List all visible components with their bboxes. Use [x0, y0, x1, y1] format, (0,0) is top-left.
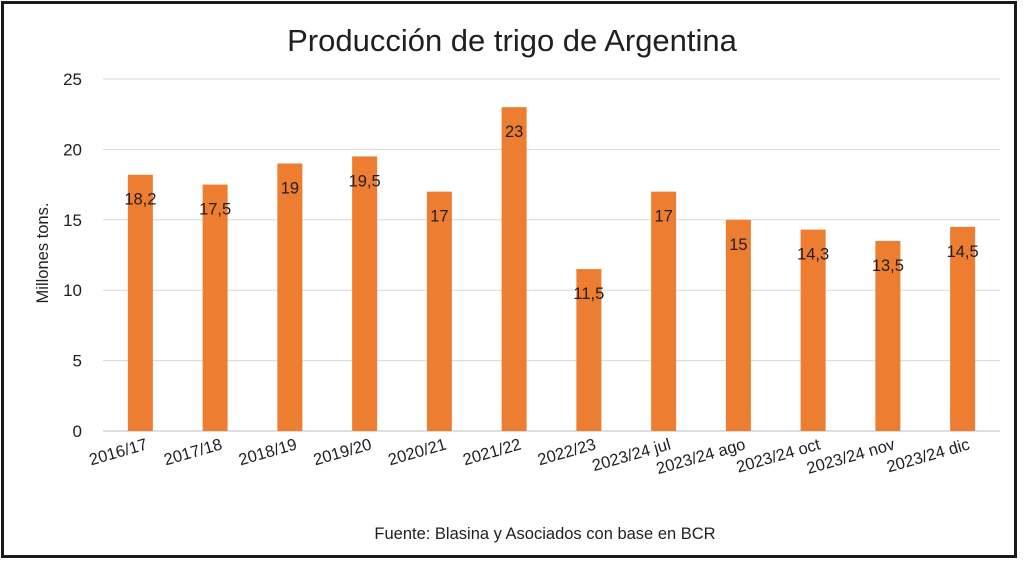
data-label: 17	[654, 208, 672, 226]
y-tick-label: 15	[63, 211, 82, 230]
y-axis-label: Millones tons.	[34, 203, 52, 304]
x-tick-label: 2023/24 dic	[885, 436, 972, 477]
data-label: 19	[281, 179, 299, 197]
bar	[352, 156, 378, 431]
source-note: Fuente: Blasina y Asociados con base en …	[374, 525, 715, 543]
data-label: 23	[505, 123, 523, 141]
x-tick-label: 2016/17	[87, 436, 149, 470]
data-label: 14,3	[797, 246, 829, 264]
bar	[950, 226, 976, 431]
bar	[426, 191, 452, 431]
gridlines	[103, 78, 1000, 432]
bar	[576, 269, 602, 431]
y-axis-ticks: 0 5 10 15 20 25	[63, 70, 82, 441]
y-tick-label: 0	[73, 422, 82, 441]
x-axis-ticks: 2016/17 2017/18 2018/19 2019/20 2020/21 2021/…	[87, 435, 972, 478]
data-label: 15	[729, 236, 747, 254]
bar	[800, 229, 826, 431]
data-label: 17,5	[199, 201, 231, 219]
y-tick-label: 5	[73, 352, 82, 371]
bar	[277, 163, 303, 432]
bar	[202, 184, 228, 431]
data-label: 13,5	[872, 257, 904, 275]
x-tick-label: 2021/22	[461, 436, 523, 470]
data-label: 17	[430, 208, 448, 226]
y-tick-label: 10	[63, 281, 82, 300]
x-tick-label: 2018/19	[237, 436, 299, 470]
bar	[127, 174, 153, 431]
y-tick-label: 20	[63, 140, 82, 159]
bar	[651, 191, 677, 431]
x-tick-label: 2020/21	[386, 436, 448, 470]
bar	[501, 107, 527, 431]
x-tick-label: 2017/18	[162, 436, 224, 470]
bar	[875, 240, 901, 431]
data-label: 14,5	[947, 243, 979, 261]
bars	[127, 107, 976, 432]
x-tick-label: 2019/20	[311, 436, 373, 470]
data-label: 11,5	[573, 285, 604, 303]
data-label: 18,2	[124, 191, 156, 209]
y-tick-label: 25	[63, 70, 82, 89]
data-labels: 18,2 17,5 19 19,5 17 23 11,5 17 15 14,3 13,5 14,5	[124, 123, 978, 303]
bar	[725, 219, 751, 431]
x-tick-label: 2022/23	[536, 436, 598, 470]
chart-title: Producción de trigo de Argentina	[287, 23, 738, 58]
data-label: 19,5	[349, 172, 381, 190]
